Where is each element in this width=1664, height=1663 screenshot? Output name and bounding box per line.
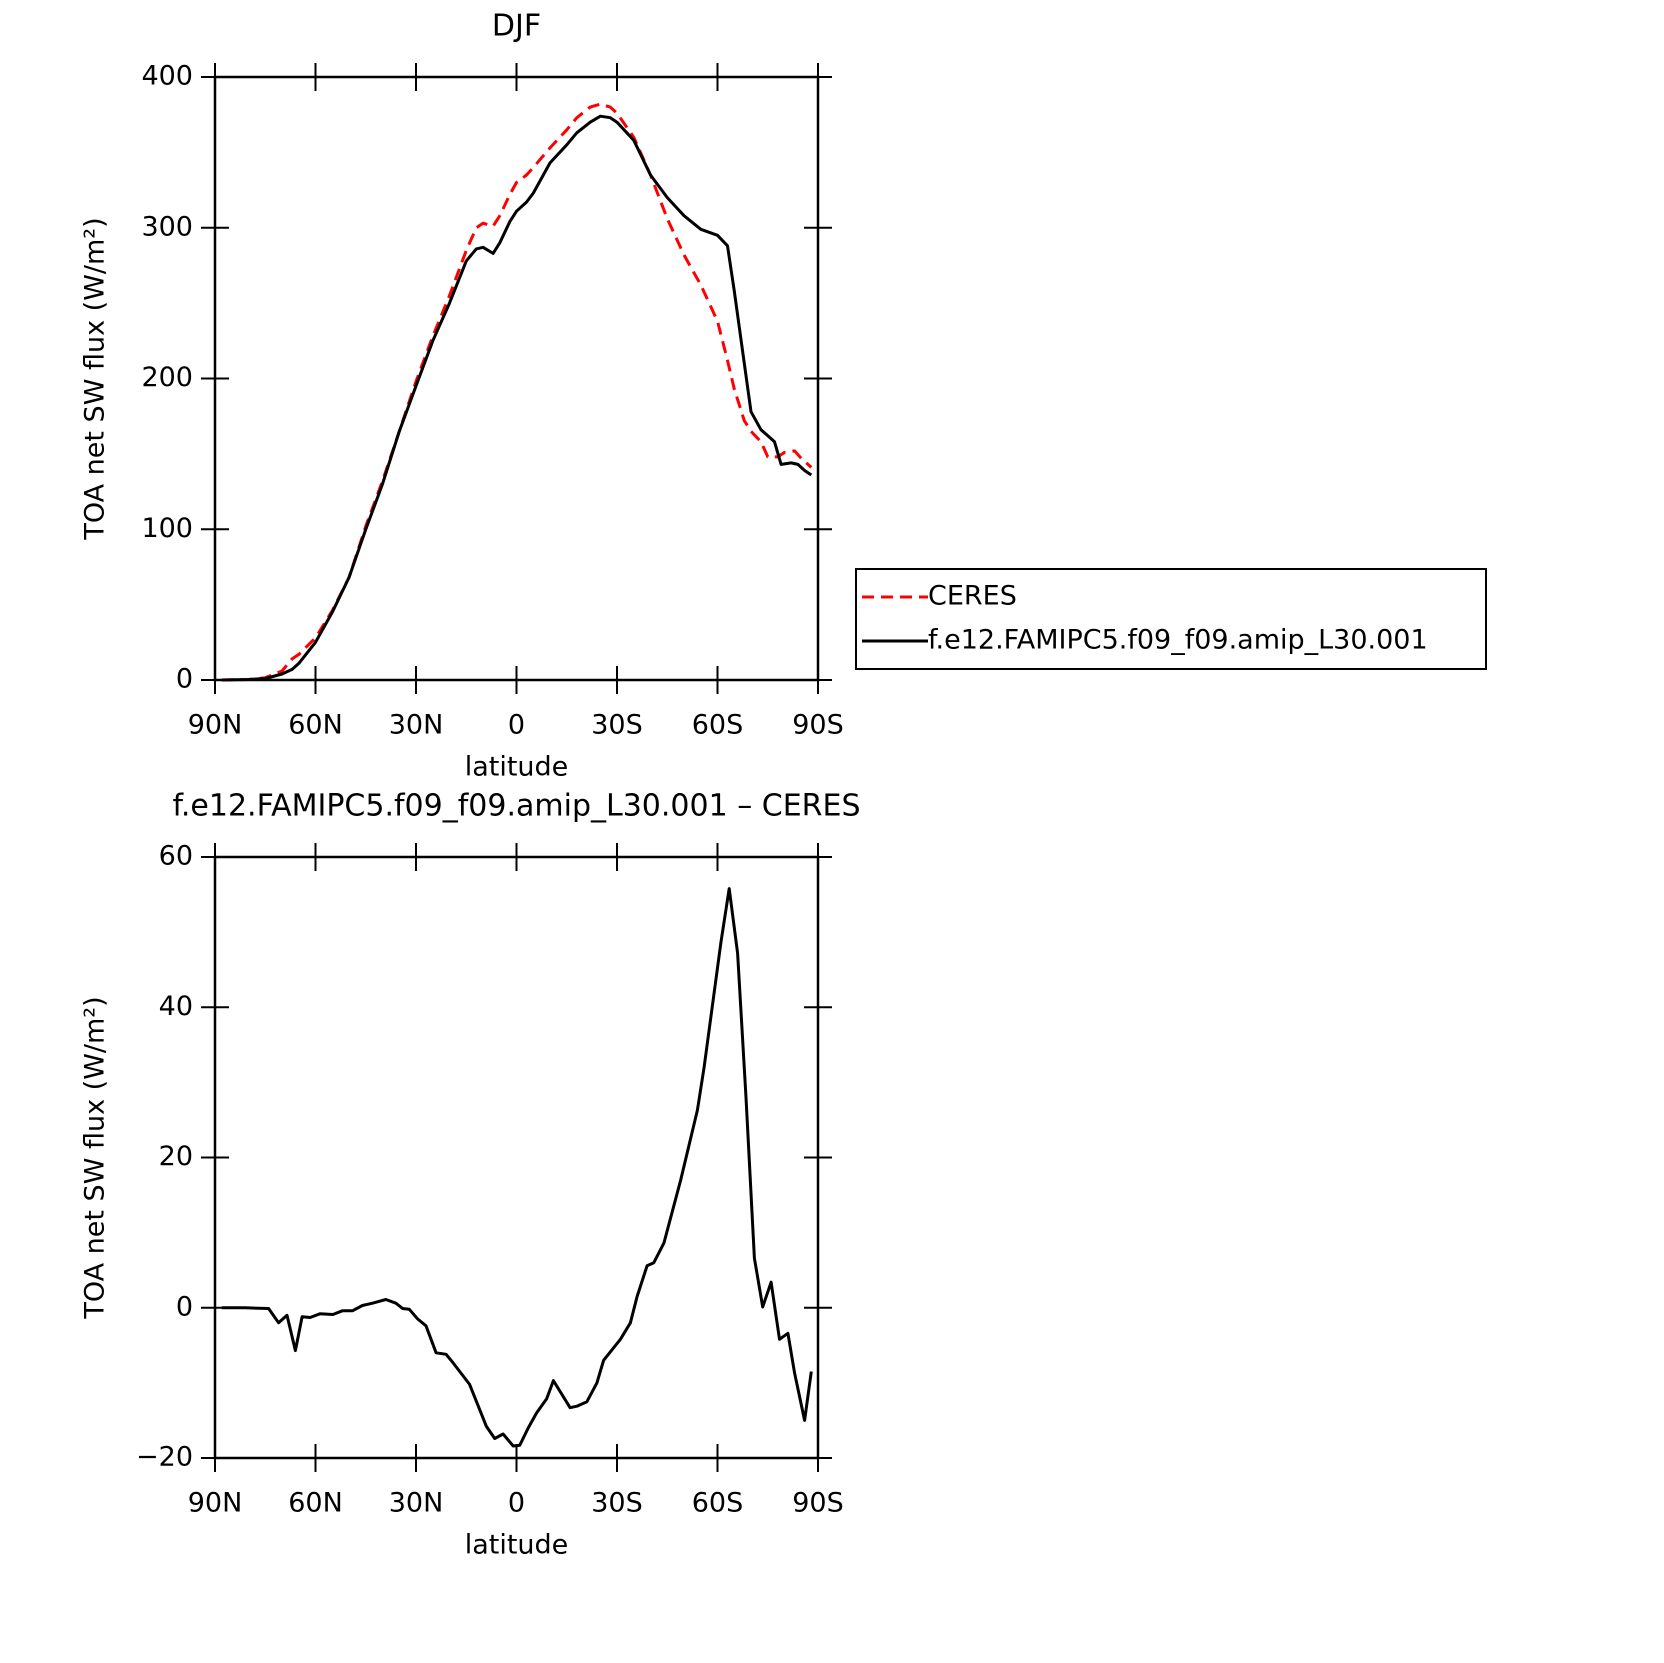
plot-frame [213, 75, 820, 682]
x-tick-label: 90N [188, 1488, 243, 1519]
chart-title: DJF [492, 9, 541, 44]
x-tick-label: 30N [389, 710, 444, 741]
y-axis-label: TOA net SW flux (W/m²) [80, 996, 111, 1319]
x-tick-label: 0 [508, 710, 525, 741]
y-tick-label: −20 [136, 1442, 193, 1473]
y-tick-label: 0 [176, 1291, 193, 1322]
x-tick-label: 30S [591, 1488, 643, 1519]
legend-label: f.e12.FAMIPC5.f09_f09.amip_L30.001 [928, 625, 1428, 656]
legend-label: CERES [928, 581, 1017, 612]
y-tick-label: 20 [159, 1141, 193, 1172]
x-tick-label: 90S [792, 710, 844, 741]
chart-title: f.e12.FAMIPC5.f09_f09.amip_L30.001 – CER… [173, 789, 861, 824]
y-axis-label: TOA net SW flux (W/m²) [80, 217, 111, 540]
x-axis-label: latitude [465, 752, 569, 783]
x-axis-label: latitude [465, 1530, 569, 1561]
y-tick-label: 40 [159, 991, 193, 1022]
x-tick-label: 30S [591, 710, 643, 741]
plot-frame [213, 855, 820, 1460]
x-tick-label: 60S [692, 710, 744, 741]
x-tick-label: 30N [389, 1488, 444, 1519]
x-tick-label: 60S [692, 1488, 744, 1519]
y-tick-label: 300 [141, 211, 193, 242]
x-tick-label: 90N [188, 710, 243, 741]
data-line [221, 887, 813, 1448]
y-tick-label: 400 [141, 61, 193, 92]
x-tick-label: 0 [508, 1488, 525, 1519]
y-tick-label: 200 [141, 362, 193, 393]
y-tick-label: 60 [159, 841, 193, 872]
data-line [221, 114, 813, 682]
x-tick-label: 90S [792, 1488, 844, 1519]
x-tick-label: 60N [288, 710, 343, 741]
x-tick-label: 60N [288, 1488, 343, 1519]
y-tick-label: 0 [176, 664, 193, 695]
y-tick-label: 100 [141, 513, 193, 544]
data-line [221, 102, 813, 682]
legend-box [855, 568, 1487, 670]
